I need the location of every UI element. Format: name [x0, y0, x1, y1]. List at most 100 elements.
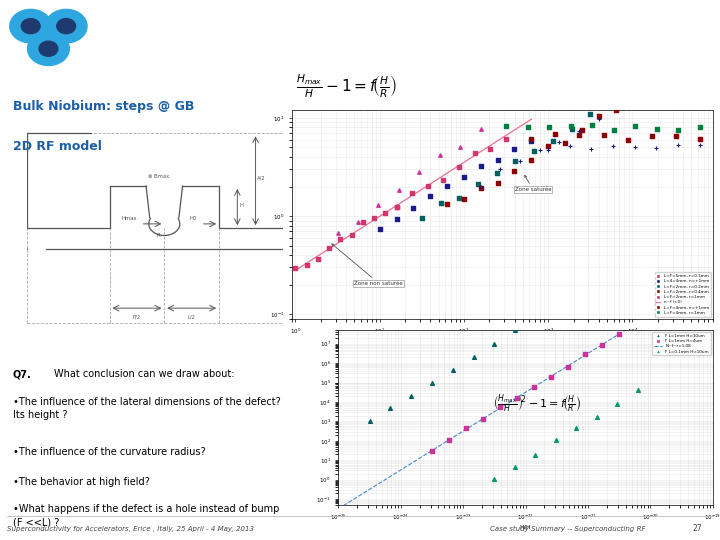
- Point: [460, 424, 472, 433]
- Text: P/2: P/2: [132, 315, 141, 320]
- Point: [509, 145, 521, 154]
- Point: [549, 130, 561, 138]
- Point: [332, 228, 343, 237]
- Text: Zone saturée: Zone saturée: [515, 176, 552, 192]
- X-axis label: h/R: h/R: [497, 339, 508, 343]
- Point: [289, 264, 301, 273]
- Point: [391, 202, 402, 211]
- Text: •What happens if the defect is a hole instead of bump
(F <<L) ?: •What happens if the defect is a hole in…: [13, 504, 279, 527]
- Point: [632, 386, 644, 395]
- Text: A/2: A/2: [257, 176, 266, 181]
- Point: [393, 185, 405, 194]
- Point: [598, 131, 609, 139]
- Point: [608, 142, 619, 151]
- Point: [542, 142, 554, 151]
- Point: [416, 213, 428, 222]
- Point: [530, 451, 541, 460]
- Point: [626, 95, 638, 104]
- Text: Case study 5: Case study 5: [312, 19, 408, 35]
- Point: [544, 122, 555, 131]
- Point: [441, 182, 453, 191]
- Point: [622, 136, 634, 144]
- Point: [652, 82, 663, 91]
- Text: 2D RF model: 2D RF model: [13, 140, 102, 153]
- Point: [585, 109, 596, 118]
- Point: [405, 392, 417, 401]
- Point: [542, 146, 554, 154]
- Point: [670, 132, 682, 140]
- Point: [586, 144, 598, 153]
- Circle shape: [39, 41, 58, 56]
- Point: [526, 136, 537, 145]
- Point: [593, 115, 605, 124]
- Point: [651, 144, 662, 152]
- Point: [613, 102, 624, 110]
- Point: [477, 414, 489, 423]
- Point: [562, 362, 574, 371]
- Text: Q7.: Q7.: [13, 369, 32, 379]
- Point: [475, 162, 487, 171]
- Legend: F L=1mm H=10um, F L=1mm H=4um, N~f~r=1.08, F L=0.1mm H=10um: F L=1mm H=10um, F L=1mm H=4um, N~f~r=1.0…: [652, 332, 711, 355]
- Point: [559, 138, 571, 147]
- Point: [458, 194, 469, 203]
- Point: [346, 231, 357, 239]
- Point: [492, 156, 503, 164]
- Text: H0: H0: [190, 215, 197, 221]
- Point: [565, 122, 577, 131]
- Point: [573, 127, 585, 136]
- Point: [694, 141, 706, 150]
- Text: H: H: [239, 203, 243, 208]
- Point: [629, 143, 641, 151]
- Point: [672, 140, 684, 149]
- Point: [475, 124, 487, 133]
- X-axis label: H/H: H/H: [520, 525, 531, 530]
- Point: [438, 176, 449, 185]
- Circle shape: [10, 9, 52, 43]
- Point: [374, 225, 385, 233]
- Point: [613, 329, 625, 338]
- Point: [694, 123, 706, 131]
- Point: [489, 339, 500, 348]
- Point: [534, 146, 546, 155]
- Point: [422, 182, 433, 191]
- Point: [391, 215, 402, 224]
- Text: Zone non saturée: Zone non saturée: [332, 244, 403, 286]
- Point: [468, 353, 480, 361]
- Point: [408, 204, 419, 212]
- Point: [514, 156, 526, 165]
- Point: [586, 121, 598, 130]
- Text: 27: 27: [693, 524, 702, 533]
- Point: [509, 167, 521, 176]
- Circle shape: [27, 32, 69, 65]
- Text: •The influence of the lateral dimensions of the defect?
Its height ?: •The influence of the lateral dimensions…: [13, 396, 281, 420]
- Text: L/2: L/2: [188, 315, 196, 320]
- Point: [454, 143, 466, 151]
- Point: [364, 417, 375, 426]
- Point: [511, 394, 523, 402]
- Circle shape: [45, 9, 87, 43]
- Point: [369, 214, 380, 222]
- Point: [379, 208, 391, 217]
- Point: [526, 135, 537, 144]
- Point: [426, 447, 438, 455]
- Point: [495, 165, 506, 173]
- Point: [491, 168, 503, 177]
- Point: [447, 366, 459, 375]
- Point: [475, 184, 487, 192]
- Text: •The behavior at high field?: •The behavior at high field?: [13, 477, 150, 487]
- Point: [574, 131, 585, 140]
- Point: [434, 151, 446, 159]
- Text: Case study Summary -- Superconducting RF: Case study Summary -- Superconducting RF: [490, 525, 645, 532]
- Point: [414, 168, 426, 177]
- Point: [547, 137, 559, 145]
- Text: $\left(\frac{H_{max}}{H}\right)^{\!2} - 1 = f\!\left(\frac{H}{R}\right)$: $\left(\frac{H_{max}}{H}\right)^{\!2} - …: [493, 393, 581, 415]
- Point: [458, 173, 469, 182]
- Point: [551, 301, 562, 310]
- Point: [550, 436, 562, 444]
- Point: [591, 412, 603, 421]
- Point: [554, 138, 565, 146]
- Point: [441, 200, 453, 208]
- Point: [454, 194, 465, 202]
- Point: [485, 145, 496, 153]
- Point: [629, 122, 641, 130]
